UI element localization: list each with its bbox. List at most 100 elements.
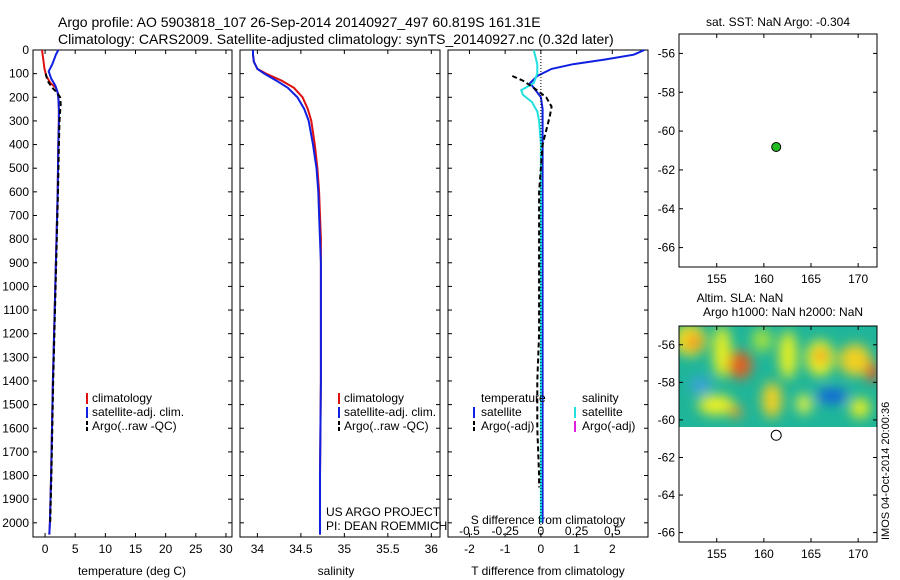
- y-tick-label: 100: [9, 67, 29, 81]
- project-line1: US ARGO PROJECT: [326, 505, 441, 519]
- plot-frame: [678, 33, 878, 268]
- series-line-satellite-adj-clim-: [252, 50, 322, 535]
- y-ticks: [240, 49, 440, 524]
- heat-blob: [698, 395, 734, 415]
- y-tick-label: 1100: [3, 303, 29, 317]
- series-line-t-argo-adj-: [511, 75, 553, 488]
- heat-blob: [866, 362, 877, 382]
- heat-blob: [839, 344, 871, 376]
- y-ticks: [448, 49, 648, 524]
- y-tick-label: -56: [658, 338, 676, 352]
- legend-entry-argo: Argo(..raw -QC): [344, 419, 429, 433]
- y-tick-label: 1900: [2, 492, 29, 506]
- map-title-line1: Altim. SLA: NaN: [697, 291, 784, 305]
- heat-blob: [752, 328, 772, 352]
- y-tick-label: -66: [658, 241, 676, 255]
- y-tick-label: 600: [9, 185, 29, 199]
- legend-entry-climatology: climatology: [92, 391, 152, 405]
- y-tick-label: 1400: [2, 374, 29, 388]
- y-tick-label: 1700: [2, 445, 29, 459]
- top-axis-label: S difference from climatology: [471, 513, 626, 527]
- x-tick-label: 1: [573, 542, 580, 556]
- x-tick-label: 35: [338, 542, 352, 556]
- top-tick-label: 0.25: [565, 524, 589, 538]
- y-tick-label: 1200: [2, 327, 29, 341]
- y-tick-label: -58: [658, 375, 676, 389]
- heat-blob: [796, 394, 812, 414]
- y-axis: 0 100 200 300 400 500 600 700 800 900 1000 1100 1200…: [2, 43, 232, 530]
- heat-blob: [815, 350, 827, 362]
- y-tick-label: 500: [9, 161, 29, 175]
- heat-blob: [690, 377, 710, 393]
- x-axis-label: temperature (deg C): [78, 564, 186, 578]
- y-tick-label: 300: [9, 114, 29, 128]
- series-line-s-satellite: [519, 49, 542, 523]
- legend-entry-satellite: satellite-adj. clim.: [344, 405, 436, 419]
- heatmap: [679, 326, 877, 427]
- legend-heading-temperature: temperature: [481, 391, 546, 405]
- panel-sst-map: sat. SST: NaN Argo: -0.304 155 160 165 170 -…: [658, 15, 878, 286]
- y-tick-label: 1000: [2, 279, 29, 293]
- heat-blob: [713, 326, 731, 378]
- top-tick-label: 0.5: [604, 524, 621, 538]
- series-line-climatology: [252, 50, 322, 535]
- x-tick-label: 5: [72, 542, 79, 556]
- y-tick-label: 2000: [2, 516, 29, 530]
- x-tick-label: 15: [129, 542, 143, 556]
- panel-salinity: 34 34.5 35 35.5 36 salinity climatology sate…: [239, 49, 447, 578]
- top-tick-label: -0.5: [459, 524, 480, 538]
- y-tick-label: -60: [658, 413, 676, 427]
- x-tick-label: 2: [609, 542, 616, 556]
- y-tick-label: -66: [658, 526, 676, 540]
- panel-difference: -2 -1 0 1 2 T difference from climatology S …: [447, 49, 649, 578]
- map-title-line2: Argo h1000: NaN h2000: NaN: [703, 305, 863, 319]
- x-tick-label: 20: [159, 542, 173, 556]
- x-tick-label: 34.5: [289, 542, 313, 556]
- heat-blob: [816, 389, 848, 403]
- legend-entry-s-satellite: satellite: [582, 405, 623, 419]
- y-tick-label: 700: [9, 208, 29, 222]
- plot-frame: [239, 49, 441, 538]
- float-position-marker: [771, 141, 782, 152]
- x-tick-label: 155: [707, 547, 727, 561]
- y-tick-label: 400: [9, 138, 29, 152]
- x-tick-label: -1: [500, 542, 511, 556]
- y-tick-label: 1800: [2, 469, 29, 483]
- figure-title-line1: Argo profile: AO 5903818_107 26-Sep-2014…: [58, 14, 541, 30]
- legend-entry-argo: Argo(..raw -QC): [92, 419, 177, 433]
- x-tick-label: 165: [801, 547, 821, 561]
- x-tick-label: 160: [754, 272, 774, 286]
- heat-blob: [730, 406, 742, 418]
- heat-blob: [850, 398, 870, 418]
- axes: 155 160 165 170 -56 -58 -60 -62 -64 -66: [658, 34, 877, 286]
- x-tick-label: 165: [801, 272, 821, 286]
- x-tick-label: 36: [425, 542, 439, 556]
- data-lines: [511, 49, 645, 537]
- x-axis-label: salinity: [318, 564, 355, 578]
- x-tick-label: 34: [251, 542, 265, 556]
- y-tick-label: -64: [658, 488, 676, 502]
- y-tick-label: -60: [658, 124, 676, 138]
- legend-entry-t-argo: Argo(-adj): [481, 419, 534, 433]
- y-tick-label: 1600: [2, 421, 29, 435]
- x-tick-label: 10: [99, 542, 113, 556]
- marks: [771, 141, 782, 152]
- legend: climatology satellite-adj. clim. Argo(..…: [86, 391, 184, 433]
- x-tick-label: 170: [848, 272, 868, 286]
- map-title: sat. SST: NaN Argo: -0.304: [706, 15, 850, 29]
- x-tick-label: 25: [189, 542, 203, 556]
- marks: [770, 429, 782, 441]
- series-line-satellite-adj-clim-: [47, 49, 60, 535]
- x-tick-label: 35.5: [376, 542, 400, 556]
- y-tick-label: 900: [9, 256, 29, 270]
- y-tick-label: 800: [9, 232, 29, 246]
- legend-heading-salinity: salinity: [582, 391, 619, 405]
- legend: climatology satellite-adj. clim. Argo(..…: [338, 391, 436, 433]
- x-tick-label: 0: [42, 542, 49, 556]
- y-tick-label: 200: [9, 90, 29, 104]
- data-lines: [41, 49, 62, 535]
- y-tick-label: -64: [658, 202, 676, 216]
- legend-entry-satellite: satellite-adj. clim.: [92, 405, 184, 419]
- data-lines: [252, 50, 322, 535]
- axes: 155 160 165 170 -56 -58 -60 -62 -64 -66: [658, 326, 877, 561]
